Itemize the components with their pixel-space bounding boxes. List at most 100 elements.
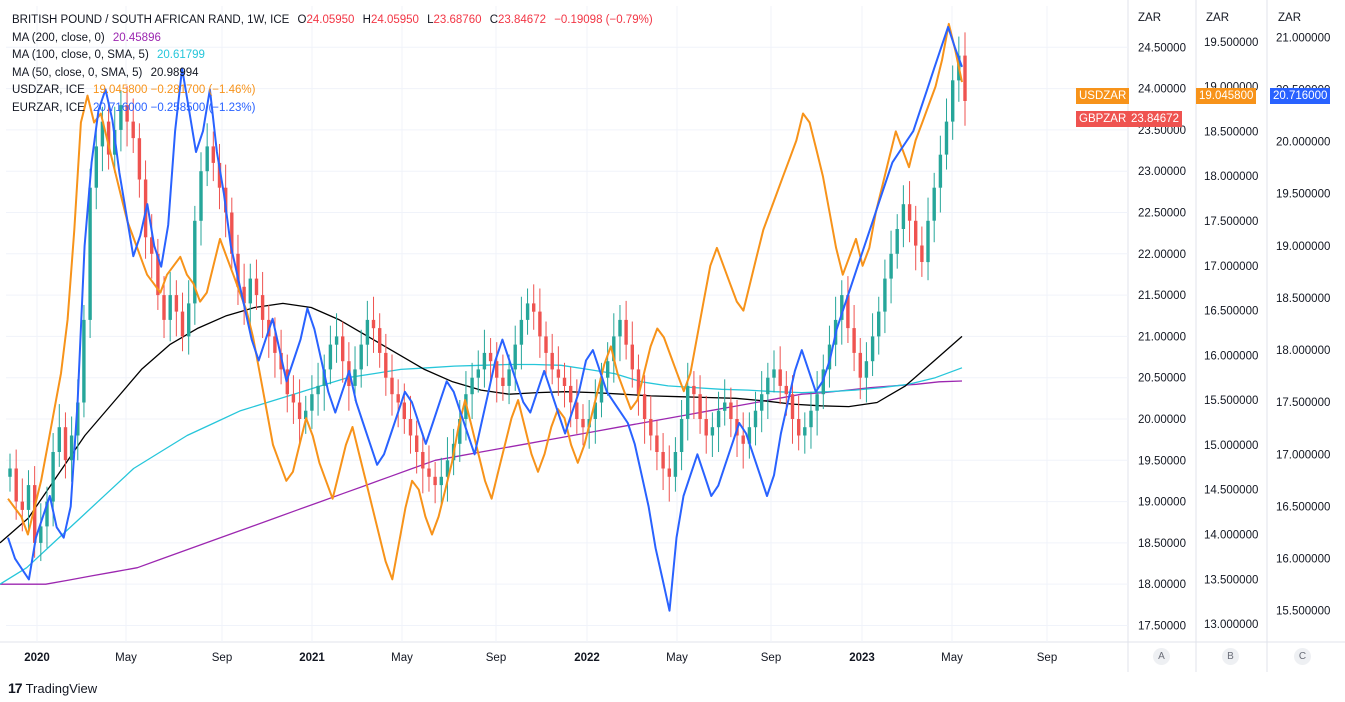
candle — [760, 371, 764, 433]
candle — [544, 321, 548, 378]
candle — [883, 259, 887, 334]
candle-body — [421, 452, 425, 469]
scale-b-tick: 18.000000 — [1204, 171, 1258, 183]
candle — [187, 280, 191, 355]
open-value: 24.05950 — [306, 14, 355, 26]
candle-body — [156, 253, 160, 296]
candle — [236, 234, 240, 306]
candle-body — [686, 385, 690, 419]
usdzar-price-tag: 19.045800 — [1196, 88, 1257, 104]
legend-ma50[interactable]: MA (50, close, 0, SMA, 5) 20.98994 — [12, 65, 653, 83]
legend-usdzar[interactable]: USDZAR, ICE 19.045800 −0.281700 (−1.46%) — [12, 82, 653, 100]
candle-body — [581, 419, 585, 428]
tradingview-mark-icon: 17 — [8, 680, 23, 696]
low-value: 23.68760 — [433, 14, 482, 26]
candle — [636, 354, 641, 416]
scale-a-tick: 22.50000 — [1138, 207, 1186, 219]
gbpzar-price-tag: 23.84672 — [1128, 111, 1182, 127]
candle-body — [236, 253, 240, 287]
candle — [470, 362, 474, 419]
candle — [778, 346, 782, 405]
candle-body — [76, 402, 80, 436]
candle-body — [341, 336, 345, 362]
candle-body — [649, 419, 653, 436]
candle — [328, 325, 333, 385]
candle-body — [914, 220, 918, 246]
time-label: Sep — [212, 652, 232, 664]
candle-body — [612, 336, 616, 362]
candle — [334, 313, 339, 363]
scale-b-button[interactable]: B — [1222, 648, 1239, 665]
candle — [353, 346, 357, 401]
axis-labels: 24.50000 24.00000 23.50000 23.00000 22.50000… — [24, 32, 1330, 664]
candle — [291, 375, 296, 424]
candle-body — [673, 452, 678, 477]
eurzar-value: 20.716000 −0.258500 (−1.23%) — [93, 101, 256, 114]
candle-body — [482, 352, 487, 370]
candle-body — [599, 377, 604, 403]
candle — [642, 375, 647, 444]
candle-body — [710, 427, 715, 436]
candle-body — [525, 303, 530, 320]
candle — [82, 305, 86, 418]
candle — [501, 354, 505, 401]
candle — [310, 375, 314, 429]
candle — [57, 404, 61, 467]
candle — [907, 181, 912, 243]
candle — [932, 172, 936, 243]
candle — [661, 433, 665, 491]
candle — [162, 276, 166, 339]
legend-ma100[interactable]: MA (100, close, 0, SMA, 5) 20.61799 — [12, 47, 653, 65]
horizontal-grid — [0, 0, 1345, 672]
candle — [716, 391, 721, 453]
candle — [809, 391, 813, 449]
time-label: May — [391, 652, 413, 664]
candle — [667, 445, 671, 502]
scale-c-tick: 15.500000 — [1276, 606, 1330, 618]
candle-body — [624, 319, 628, 345]
candle — [532, 284, 536, 330]
scale-a-button[interactable]: A — [1153, 648, 1170, 665]
candle — [723, 379, 727, 426]
time-label: Sep — [1037, 652, 1057, 664]
candle-body — [815, 394, 819, 411]
usdzar-value: 19.045800 −0.281700 (−1.46%) — [93, 84, 256, 96]
eurzar-label: EURZAR, ICE — [12, 101, 85, 114]
candle-body — [199, 171, 203, 221]
ma50-value: 20.98994 — [150, 66, 199, 79]
candle-body — [390, 377, 394, 395]
candle — [679, 399, 684, 471]
comparison-lines — [7, 22, 963, 612]
candle-body — [679, 419, 684, 452]
legend-eurzar[interactable]: EURZAR, ICE 20.716000 −0.258500 (−1.23%) — [12, 100, 653, 118]
candle — [106, 102, 111, 170]
candle — [550, 333, 554, 385]
scale-a-tick: 24.00000 — [1138, 84, 1186, 96]
scale-a-tick: 19.50000 — [1138, 455, 1186, 467]
candle — [211, 131, 215, 182]
candle-body — [667, 468, 671, 477]
candle — [914, 205, 918, 271]
candle-body — [427, 468, 431, 477]
scale-b-tick: 17.000000 — [1204, 261, 1258, 273]
candle-body — [433, 476, 437, 486]
candle — [877, 296, 881, 355]
candle — [575, 379, 579, 434]
close-key: C — [489, 14, 499, 26]
scale-a-tick: 19.00000 — [1138, 497, 1186, 509]
candle-body — [692, 385, 696, 395]
candle — [747, 412, 752, 459]
scale-c-button[interactable]: C — [1294, 648, 1311, 665]
candle-body — [470, 377, 474, 395]
candle — [39, 503, 43, 562]
tradingview-logo[interactable]: 17 TradingView — [8, 680, 97, 696]
candle-body — [556, 369, 561, 378]
candle — [88, 168, 92, 339]
candle-body — [883, 278, 887, 312]
legend-ma200[interactable]: MA (200, close, 0) 20.45896 — [12, 30, 653, 48]
candle — [951, 65, 955, 140]
candle-body — [316, 385, 320, 395]
legend-symbol-row: BRITISH POUND / SOUTH AFRICAN RAND, 1W, … — [12, 12, 653, 30]
usdzar-label: USDZAR, ICE — [12, 84, 85, 96]
